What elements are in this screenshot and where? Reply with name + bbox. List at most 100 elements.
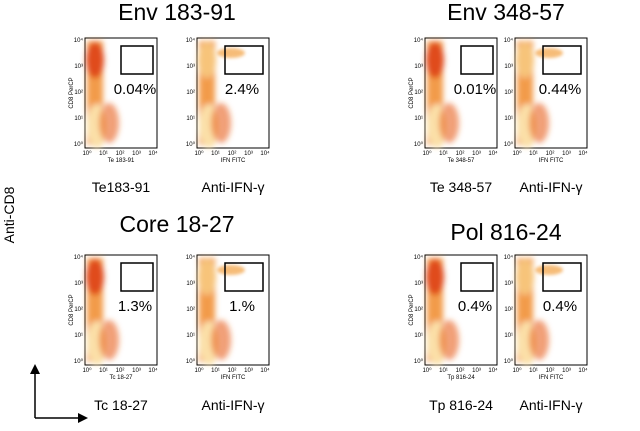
cloud-tail: [535, 48, 563, 58]
density-cloud: [86, 41, 119, 148]
x-tick-label: 10⁴: [488, 150, 498, 157]
y-tick-label: 10⁴: [74, 254, 84, 261]
x-axis-label: IFN FITC: [539, 375, 564, 381]
x-tick-label: 10¹: [439, 368, 448, 374]
x-tick-label: 10⁰: [82, 150, 92, 157]
x-tick-label: 10¹: [99, 368, 108, 374]
gate: [120, 262, 154, 292]
y-axis-label: CD8 PerCP: [409, 294, 415, 325]
y-tick-label: 10³: [414, 64, 423, 70]
panel-title: Env 183-91: [118, 0, 236, 25]
y-tick-label: 10²: [186, 90, 195, 96]
x-axis-label: IFN FITC: [221, 375, 246, 381]
dot-plot: 0.4% 10⁰ 10⁰ 10¹ 10¹ 10² 10² 10³ 10³ 10⁴ 10⁴ Tp 816…: [409, 254, 498, 381]
y-tick-label: 10⁴: [504, 37, 514, 44]
density-cloud: [516, 41, 549, 148]
gate: [120, 45, 154, 75]
gate: [224, 45, 264, 75]
y-tick-label: 10⁰: [414, 358, 424, 365]
y-tick-label: 10¹: [74, 116, 83, 122]
x-tick-label: 10⁴: [260, 150, 270, 157]
x-tick-label: 10⁰: [422, 150, 432, 157]
gate-percent: 1.%: [229, 298, 255, 315]
y-axis-label: CD8 PerCP: [69, 294, 75, 325]
gate: [460, 262, 494, 292]
dot-plot: 0.44% 10⁰ 10⁰ 10¹ 10¹ 10² 10² 10³ 10³ 10⁴ 10⁴ IFN F…: [504, 37, 588, 164]
cloud-upper: [426, 259, 444, 295]
cloud-spread: [211, 320, 231, 360]
y-tick-label: 10⁴: [414, 37, 424, 44]
x-tick-label: 10⁰: [512, 367, 522, 374]
plot-label: Anti-IFN-γ: [520, 397, 583, 413]
y-tick-label: 10⁰: [186, 141, 196, 148]
cloud-spread: [99, 103, 119, 143]
x-axis-label: IFN FITC: [221, 158, 246, 164]
y-tick-label: 10²: [504, 307, 513, 313]
y-tick-label: 10³: [186, 281, 195, 287]
cloud-upper: [86, 42, 104, 78]
x-axis-label: Tc 18-27: [109, 375, 133, 381]
cloud-upper: [86, 259, 104, 295]
x-tick-label: 10³: [472, 368, 481, 374]
gate: [542, 262, 582, 292]
y-tick-label: 10⁰: [186, 358, 196, 365]
cloud-spread: [99, 320, 119, 360]
gate-percent: 0.44%: [539, 81, 582, 98]
cloud-upper: [198, 259, 216, 295]
x-tick-label: 10³: [244, 368, 253, 374]
density-cloud: [426, 258, 459, 365]
density-cloud: [516, 258, 549, 365]
plot-label: Anti-IFN-γ: [202, 179, 265, 195]
x-tick-label: 10²: [116, 368, 125, 374]
cloud-spread: [529, 103, 549, 143]
x-tick-label: 10¹: [99, 151, 108, 157]
x-tick-label: 10¹: [439, 151, 448, 157]
y-tick-label: 10⁰: [74, 358, 84, 365]
y-tick-label: 10⁰: [74, 141, 84, 148]
y-tick-label: 10¹: [186, 333, 195, 339]
cloud-spread: [439, 320, 459, 360]
plot-label: Te 348-57: [430, 179, 492, 195]
plot-label: Anti-IFN-γ: [202, 397, 265, 413]
gate: [460, 45, 494, 75]
y-tick-label: 10³: [504, 281, 513, 287]
y-tick-label: 10⁴: [504, 254, 514, 261]
x-tick-label: 10⁴: [578, 367, 588, 374]
x-tick-label: 10²: [546, 151, 555, 157]
y-tick-label: 10¹: [186, 116, 195, 122]
cloud-spread: [439, 103, 459, 143]
x-tick-label: 10¹: [211, 368, 220, 374]
y-tick-label: 10⁰: [414, 141, 424, 148]
y-tick-label: 10²: [414, 90, 423, 96]
cloud-upper: [516, 259, 534, 295]
y-tick-label: 10³: [74, 281, 83, 287]
plot-label: Te183-91: [92, 179, 151, 195]
x-tick-label: 10⁰: [194, 367, 204, 374]
panel-title: Core 18-27: [119, 211, 234, 237]
x-tick-label: 10²: [228, 151, 237, 157]
x-tick-label: 10⁰: [194, 150, 204, 157]
y-axis-label: CD8 PerCP: [69, 77, 75, 108]
panel-title: Pol 816-24: [450, 219, 561, 245]
y-tick-label: 10⁰: [504, 141, 514, 148]
dot-plot: 2.4% 10⁰ 10⁰ 10¹ 10¹ 10² 10² 10³ 10³ 10⁴ 10⁴ IFN FI…: [186, 37, 270, 164]
gate-percent: 0.4%: [458, 298, 492, 315]
dot-plot: 1.3% 10⁰ 10⁰ 10¹ 10¹ 10² 10² 10³ 10³ 10⁴ 10⁴ Tc 18-…: [69, 254, 158, 381]
x-axis-label: IFN FITC: [539, 158, 564, 164]
y-tick-label: 10¹: [414, 116, 423, 122]
y-tick-label: 10³: [414, 281, 423, 287]
density-cloud: [86, 258, 119, 365]
panel-title: Env 348-57: [447, 0, 565, 25]
x-axis-label: Tp 816-24: [447, 375, 475, 381]
dot-plot: 0.04% 10⁰ 10⁰ 10¹ 10¹ 10² 10² 10³ 10³ 10⁴ 10⁴ Te 18…: [69, 37, 158, 164]
cloud-tail: [217, 48, 245, 58]
cloud-spread: [529, 320, 549, 360]
x-tick-label: 10⁰: [422, 367, 432, 374]
x-tick-label: 10²: [228, 368, 237, 374]
gate-percent: 0.4%: [543, 298, 577, 315]
y-tick-label: 10⁴: [414, 254, 424, 261]
x-tick-label: 10⁴: [578, 150, 588, 157]
x-tick-label: 10³: [472, 151, 481, 157]
dot-plot: 1.% 10⁰ 10⁰ 10¹ 10¹ 10² 10² 10³ 10³ 10⁴ 10⁴ IFN FIT…: [186, 254, 270, 381]
x-tick-label: 10⁴: [148, 367, 158, 374]
